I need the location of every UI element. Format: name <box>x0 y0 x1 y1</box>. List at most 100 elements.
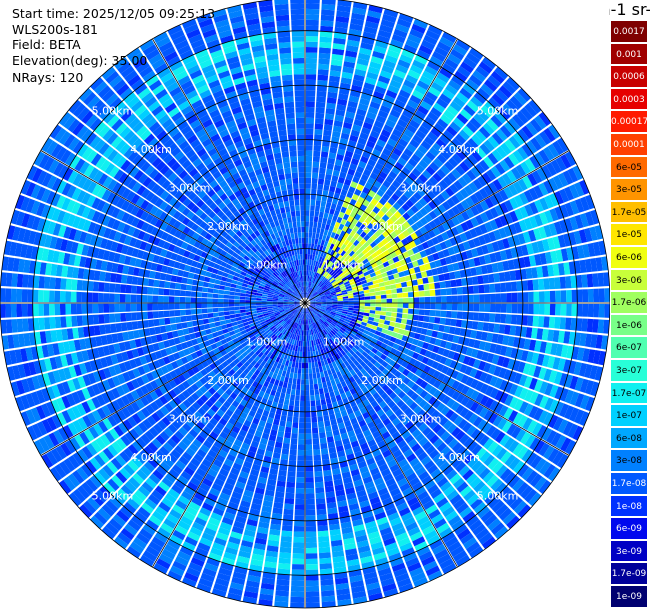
heatmap-cell <box>363 357 370 365</box>
heatmap-cell <box>266 545 279 553</box>
heatmap-cell <box>359 550 372 559</box>
heatmap-cell <box>517 178 528 191</box>
heatmap-cell <box>314 471 323 477</box>
heatmap-cell <box>446 398 456 409</box>
heatmap-cell <box>462 311 469 320</box>
heatmap-cell <box>391 166 401 175</box>
heatmap-cell <box>437 372 446 382</box>
heatmap-cell <box>391 293 398 299</box>
heatmap-cell <box>444 358 453 367</box>
heatmap-cell <box>320 573 334 581</box>
heatmap-cell <box>330 141 339 149</box>
heatmap-cell <box>500 142 512 155</box>
heatmap-cell <box>360 255 367 262</box>
heatmap-cell <box>331 238 337 245</box>
heatmap-cell <box>432 227 441 236</box>
heatmap-cell <box>364 326 371 332</box>
heatmap-cell <box>321 316 327 322</box>
heatmap-cell <box>317 74 329 81</box>
heatmap-cell <box>441 265 449 274</box>
heatmap-cell <box>349 268 356 274</box>
heatmap-cell <box>341 289 347 293</box>
heatmap-cell <box>407 526 421 537</box>
heatmap-cell <box>439 356 448 365</box>
heatmap-cell <box>517 361 526 373</box>
heatmap-cell <box>359 306 365 310</box>
heatmap-cell <box>415 129 427 140</box>
heatmap-cell <box>463 56 477 69</box>
heatmap-cell <box>353 479 364 487</box>
heatmap-cell <box>327 213 334 220</box>
heatmap-cell <box>525 327 533 338</box>
heatmap-cell <box>317 421 325 428</box>
heatmap-cell <box>527 420 538 433</box>
heatmap-cell <box>311 277 315 283</box>
heatmap-cell <box>544 303 551 315</box>
heatmap-cell <box>261 577 275 585</box>
heatmap-cell <box>376 422 385 431</box>
heatmap-cell <box>552 450 564 466</box>
heatmap-cell <box>385 388 394 396</box>
heatmap-cell <box>387 138 397 147</box>
heatmap-cell <box>392 303 398 308</box>
heatmap-cell <box>457 66 471 78</box>
heatmap-cell <box>350 362 357 369</box>
heatmap-cell <box>290 602 304 608</box>
heatmap-cell <box>374 230 382 238</box>
heatmap-cell <box>315 487 325 494</box>
heatmap-cell <box>316 286 321 292</box>
heatmap-cell <box>409 28 424 39</box>
heatmap-cell <box>568 331 576 345</box>
heatmap-cell <box>320 448 329 455</box>
heatmap-cell <box>185 297 191 303</box>
heatmap-cell <box>21 304 28 317</box>
heatmap-cell <box>442 221 451 231</box>
heatmap-cell <box>283 399 290 406</box>
heatmap-cell <box>424 263 432 271</box>
heatmap-cell <box>459 87 473 100</box>
heatmap-cell <box>331 545 344 553</box>
heatmap-cell <box>459 232 468 242</box>
heatmap-cell <box>321 270 326 276</box>
heatmap-cell <box>310 351 314 358</box>
heatmap-cell <box>369 496 381 505</box>
heatmap-cell <box>406 226 415 235</box>
heatmap-cell <box>305 406 311 412</box>
heatmap-cell <box>348 323 355 328</box>
heatmap-cell <box>507 259 515 270</box>
heatmap-cell <box>361 279 368 285</box>
heatmap-cell <box>388 552 402 562</box>
heatmap-cell <box>375 396 384 405</box>
heatmap-cell <box>403 190 413 199</box>
heatmap-cell <box>306 14 320 21</box>
heatmap-cell <box>337 301 344 303</box>
heatmap-cell <box>311 238 315 244</box>
heatmap-cell <box>305 123 314 129</box>
heatmap-cell <box>310 301 316 303</box>
heatmap-cell <box>522 231 531 243</box>
heatmap-cell <box>566 290 572 303</box>
heatmap-cell <box>429 434 440 445</box>
heatmap-cell <box>317 312 323 317</box>
heatmap-cell <box>310 205 315 211</box>
heatmap-cell <box>524 103 538 118</box>
heatmap-cell <box>316 189 323 196</box>
heatmap-cell <box>300 384 305 391</box>
heatmap-cell <box>389 463 400 473</box>
heatmap-cell <box>318 541 330 548</box>
heatmap-cell <box>559 373 568 387</box>
heatmap-cell <box>181 322 188 329</box>
heatmap-cell <box>491 461 504 474</box>
heatmap-cell <box>376 139 386 148</box>
heatmap-cell <box>419 250 427 258</box>
heatmap-cell <box>598 288 605 302</box>
heatmap-cell <box>270 462 279 470</box>
heatmap-cell <box>579 259 587 273</box>
heatmap-cell <box>407 33 422 44</box>
heatmap-cell <box>290 596 304 603</box>
heatmap-cell <box>296 482 305 489</box>
heatmap-cell <box>405 275 412 282</box>
heatmap-cell <box>499 392 509 404</box>
heatmap-cell <box>397 293 403 298</box>
heatmap-cell <box>320 200 327 207</box>
